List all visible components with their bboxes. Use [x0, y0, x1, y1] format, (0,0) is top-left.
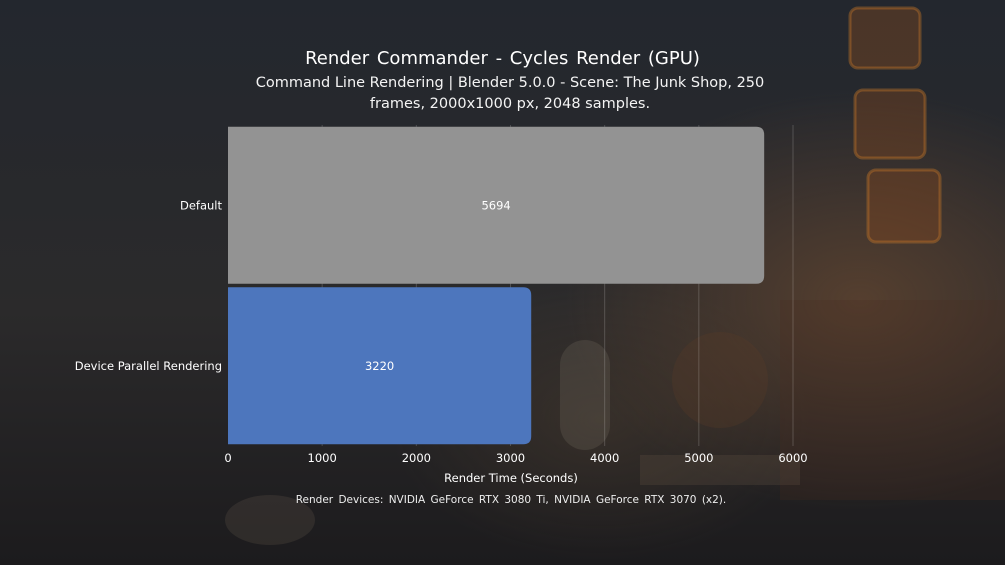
x-tick-label: 1000: [308, 451, 337, 465]
x-tick-label: 3000: [496, 451, 525, 465]
chart-title: Render Commander - Cycles Render (GPU): [305, 48, 700, 69]
footnote: Render Devices: NVIDIA GeForce RTX 3080 …: [295, 494, 727, 506]
x-tick-label: 2000: [402, 451, 431, 465]
category-label: Default: [180, 198, 223, 212]
x-tick-label: 5000: [684, 451, 713, 465]
x-axis-title: Render Time (Seconds): [444, 471, 578, 485]
chart-subtitle: Command Line Rendering | Blender 5.0.0 -…: [255, 75, 765, 112]
category-label: Device Parallel Rendering: [75, 359, 222, 373]
category-labels: Default Device Parallel Rendering: [75, 198, 223, 373]
x-axis-ticks: 0 1000 2000 3000 4000 5000 6000: [224, 451, 807, 465]
x-tick-label: 4000: [590, 451, 619, 465]
bar: [228, 126, 765, 284]
bar-value-label: 3220: [365, 359, 394, 373]
bar-value-label: 5694: [481, 198, 510, 212]
bar: [228, 287, 532, 445]
x-tick-label: 0: [224, 451, 231, 465]
x-tick-label: 6000: [778, 451, 807, 465]
bars: 5694 3220: [228, 126, 765, 445]
